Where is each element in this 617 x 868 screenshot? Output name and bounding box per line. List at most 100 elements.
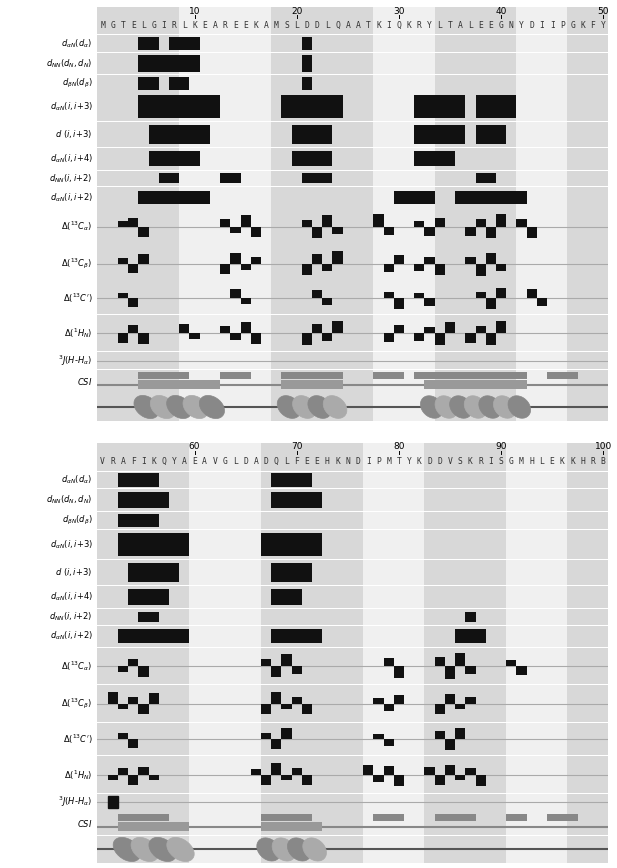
Bar bbox=[588, 19, 598, 69]
Bar bbox=[322, 496, 333, 545]
Bar bbox=[404, 564, 414, 630]
Bar bbox=[220, 209, 230, 318]
Bar bbox=[292, 611, 302, 721]
Bar bbox=[537, 19, 547, 69]
Bar bbox=[578, 467, 588, 533]
Bar bbox=[394, 172, 404, 280]
Bar bbox=[200, 455, 210, 505]
Bar bbox=[476, 19, 486, 69]
Text: K: K bbox=[560, 457, 565, 466]
Bar bbox=[200, 611, 210, 721]
Bar bbox=[179, 416, 189, 498]
Bar bbox=[108, 720, 118, 830]
Bar bbox=[179, 346, 189, 416]
Bar bbox=[414, 593, 424, 641]
Ellipse shape bbox=[508, 396, 531, 418]
Bar bbox=[353, 496, 363, 545]
Bar bbox=[537, 455, 547, 505]
Bar bbox=[363, 535, 373, 611]
Bar bbox=[598, 250, 608, 346]
Bar bbox=[527, 605, 537, 667]
Bar bbox=[496, 172, 506, 280]
Bar bbox=[97, 172, 108, 280]
Bar bbox=[281, 496, 292, 545]
Bar bbox=[414, 501, 424, 589]
Bar bbox=[363, 167, 373, 228]
Ellipse shape bbox=[323, 396, 347, 418]
Bar bbox=[159, 31, 169, 96]
Bar bbox=[455, 704, 465, 709]
Bar bbox=[333, 535, 342, 611]
Bar bbox=[220, 326, 230, 333]
Bar bbox=[281, 0, 292, 62]
Bar bbox=[97, 416, 108, 498]
Bar bbox=[434, 690, 445, 788]
Bar bbox=[465, 496, 476, 545]
Bar bbox=[281, 416, 292, 498]
Bar bbox=[261, 209, 271, 318]
Bar bbox=[568, 346, 578, 416]
Bar bbox=[261, 250, 271, 346]
Bar bbox=[384, 209, 394, 318]
Bar bbox=[261, 720, 271, 830]
Text: $d_{\alpha N}(d_\alpha)$: $d_{\alpha N}(d_\alpha)$ bbox=[62, 474, 93, 486]
Bar bbox=[404, 31, 414, 96]
Bar bbox=[149, 564, 159, 630]
Bar bbox=[465, 366, 476, 448]
Text: H: H bbox=[325, 457, 330, 466]
Bar bbox=[241, 250, 251, 346]
Bar bbox=[476, 292, 486, 299]
Bar bbox=[414, 125, 465, 144]
Bar bbox=[363, 172, 373, 280]
Bar bbox=[97, 593, 108, 641]
Bar bbox=[465, 0, 476, 62]
Bar bbox=[414, 535, 424, 611]
Bar bbox=[455, 648, 465, 759]
Bar bbox=[578, 455, 588, 505]
Bar bbox=[588, 648, 598, 759]
Text: S: S bbox=[458, 457, 463, 466]
Bar bbox=[312, 496, 322, 545]
Bar bbox=[424, 126, 434, 192]
Bar bbox=[200, 167, 210, 228]
Bar bbox=[281, 788, 292, 858]
Bar bbox=[189, 172, 200, 280]
Bar bbox=[373, 611, 384, 721]
Bar bbox=[516, 31, 527, 96]
Bar bbox=[568, 455, 578, 505]
Bar bbox=[588, 501, 598, 589]
Bar bbox=[210, 648, 220, 759]
Bar bbox=[476, 690, 486, 788]
Bar bbox=[496, 648, 506, 759]
Bar bbox=[333, 346, 342, 416]
Bar bbox=[169, 501, 179, 589]
Bar bbox=[547, 467, 557, 533]
Bar bbox=[486, 19, 496, 69]
Bar bbox=[527, 777, 537, 827]
Bar bbox=[292, 416, 302, 498]
Bar bbox=[312, 564, 322, 630]
Bar bbox=[220, 648, 230, 759]
Bar bbox=[271, 455, 281, 505]
Bar bbox=[496, 214, 506, 227]
Text: Y: Y bbox=[427, 22, 432, 30]
Bar bbox=[588, 209, 598, 318]
Bar bbox=[384, 788, 394, 858]
Bar bbox=[230, 564, 241, 630]
Bar bbox=[557, 250, 568, 346]
Bar bbox=[128, 593, 138, 641]
Bar bbox=[394, 326, 404, 333]
Bar bbox=[598, 720, 608, 830]
Text: P: P bbox=[560, 22, 565, 30]
Bar bbox=[159, 59, 169, 108]
Bar bbox=[527, 250, 537, 346]
Bar bbox=[568, 416, 578, 498]
Bar bbox=[200, 250, 210, 346]
Bar bbox=[394, 126, 404, 192]
Bar bbox=[118, 593, 128, 641]
Bar bbox=[149, 496, 159, 545]
Bar bbox=[537, 167, 547, 228]
Bar bbox=[261, 533, 322, 556]
Bar bbox=[292, 366, 302, 448]
Bar bbox=[363, 605, 373, 667]
